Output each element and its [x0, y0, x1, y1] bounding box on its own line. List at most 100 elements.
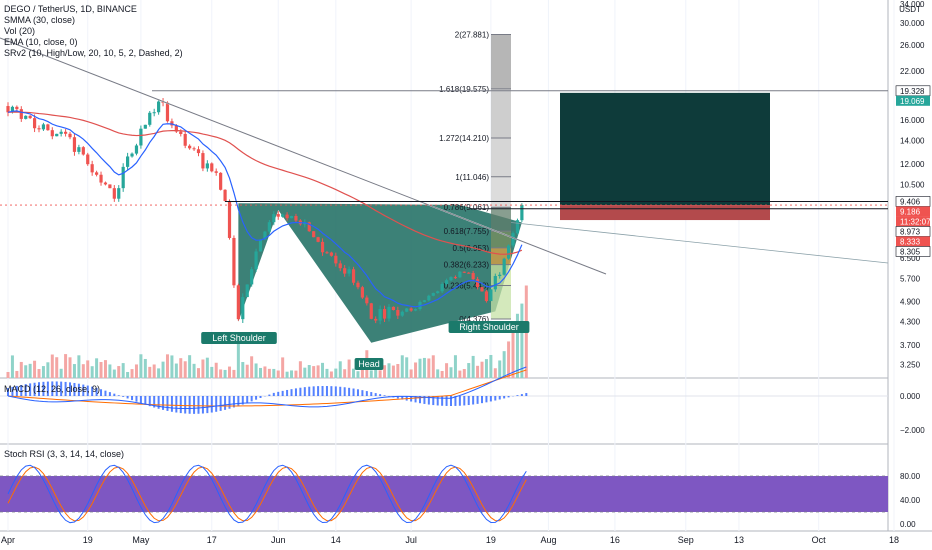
macd-histogram-bar: [494, 396, 497, 401]
volume-bar: [325, 368, 329, 378]
symbol-title[interactable]: DEGO / TetherUS, 1D, BINANCE: [4, 4, 137, 14]
candle-body: [276, 214, 280, 217]
volume-bar: [90, 366, 94, 378]
macd-histogram-bar: [321, 386, 324, 396]
legend-smma[interactable]: SMMA (30, close): [4, 15, 76, 25]
volume-bar: [458, 370, 462, 378]
volume-bar: [10, 355, 14, 378]
macd-histogram-bar: [441, 396, 444, 406]
macd-histogram-bar: [356, 389, 359, 396]
legend-ema[interactable]: EMA (10, close, 0): [4, 37, 78, 47]
volume-bar: [493, 368, 497, 378]
volume-bar: [449, 367, 453, 378]
pattern-label-bg: [201, 332, 277, 344]
fib-band: [491, 138, 511, 177]
candle-body: [192, 148, 196, 150]
price-tick: 14.000: [900, 136, 925, 145]
macd-histogram-bar: [219, 396, 222, 411]
candle-body: [72, 137, 77, 152]
legend-srv2[interactable]: SRv2 (10, High/Low, 20, 10, 5, 2, Dashed…: [4, 48, 183, 58]
candle-body: [369, 303, 373, 319]
pattern-label: Left Shoulder: [212, 333, 266, 343]
volume-bar: [95, 358, 99, 378]
time-tick-label: May: [132, 535, 150, 545]
volume-bar: [316, 365, 320, 378]
candles[interactable]: [6, 98, 524, 325]
volume-bar: [72, 364, 76, 378]
macd-histogram-bar: [55, 381, 58, 396]
chart-legend: DEGO / TetherUS, 1D, BINANCE SMMA (30, c…: [4, 4, 183, 59]
volume-bar: [196, 368, 200, 378]
macd-histogram-bar: [148, 396, 151, 407]
macd-histogram-bar: [463, 396, 466, 406]
candle-body: [214, 171, 218, 173]
volume-bar: [281, 357, 285, 378]
volume-bar: [201, 359, 205, 378]
macd-histogram-bar: [232, 396, 235, 408]
candle-body: [210, 163, 214, 172]
volume-bar: [99, 361, 103, 378]
candle-body: [285, 214, 289, 219]
candle-body: [471, 273, 475, 280]
fib-level-label: 0.236(5.443): [444, 282, 490, 291]
macd-histogram-bar: [268, 394, 271, 396]
volume-bar: [387, 363, 391, 378]
candle-body: [427, 295, 431, 301]
volume-bar: [405, 357, 409, 378]
macd-histogram-bar: [436, 396, 439, 406]
macd-histogram-bar: [228, 396, 231, 409]
candle-body: [458, 271, 462, 278]
pattern-label-bg: [354, 358, 384, 370]
time-tick-label: 19: [83, 535, 93, 545]
candle-body: [515, 220, 520, 234]
candle-body: [236, 285, 240, 320]
time-tick-label: Jul: [405, 535, 417, 545]
macd-histogram-bar: [414, 396, 417, 403]
fib-level-label: 1(11.046): [455, 173, 489, 182]
candle-body: [356, 282, 360, 288]
target-zone: [560, 92, 770, 206]
volume-bar: [502, 351, 506, 378]
macd-histogram-bar: [122, 396, 125, 397]
volume-bar: [245, 364, 249, 378]
volume-bar: [343, 369, 347, 378]
macd-histogram-bar: [383, 395, 386, 396]
time-tick-label: Jun: [271, 535, 286, 545]
candle-body: [400, 311, 404, 316]
volume-bar: [219, 369, 223, 378]
pattern-label-bg: [448, 321, 530, 333]
legend-vol[interactable]: Vol (20): [4, 26, 36, 36]
volume-bar: [165, 354, 169, 378]
volume-bar: [24, 365, 28, 378]
stoch-label[interactable]: Stoch RSI (3, 3, 14, 14, close): [4, 449, 125, 459]
candle-body: [347, 269, 351, 274]
fib-level-label: 1.618(19.575): [439, 85, 489, 94]
macd-histogram-bar: [458, 396, 461, 406]
macd-histogram-bar: [365, 391, 368, 396]
fib-level-label: 0.786(9.061): [444, 203, 490, 212]
macd-histogram-bar: [432, 396, 435, 406]
macd-histogram-bar: [503, 396, 506, 399]
candle-body: [489, 289, 493, 302]
candle-body: [307, 222, 311, 232]
price-tick: 30.000: [900, 19, 925, 28]
macd-histogram-bar: [330, 386, 333, 396]
volume-bar: [81, 364, 85, 378]
macd-histogram-bar: [423, 396, 426, 404]
candle-body: [28, 115, 32, 119]
macd-histogram-bar: [241, 396, 244, 405]
macd-histogram-bar: [135, 396, 138, 402]
volume-bar: [241, 362, 245, 378]
fib-level-label: 2(27.881): [455, 30, 490, 39]
volume-bar: [179, 358, 183, 378]
macd-label[interactable]: MACD (12, 26, close, 9): [4, 384, 101, 394]
time-axis[interactable]: Apr 19 May 17 Jun 14 Jul 19 Aug 16 Sep 13 Oct 18: [1, 535, 899, 545]
volume-bar: [396, 364, 400, 378]
candle-body: [453, 277, 458, 279]
trend-lines[interactable]: [0, 37, 889, 275]
macd-histogram-bar: [126, 396, 129, 399]
candle-body: [157, 101, 161, 113]
candle-body: [196, 149, 201, 154]
